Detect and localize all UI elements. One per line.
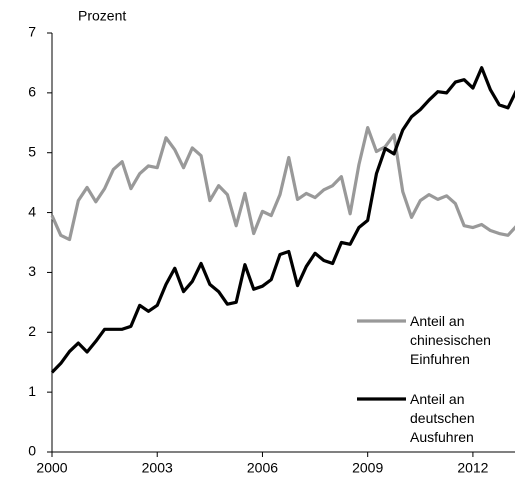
y-tick-label: 0 [28, 443, 36, 459]
series-line [50, 125, 515, 242]
x-tick-label: 2009 [352, 460, 383, 476]
x-tick-label: 2003 [142, 460, 173, 476]
y-tick-label: 2 [28, 323, 36, 339]
legend-label: Anteil an deutschen Ausfuhren [410, 391, 475, 445]
y-tick-label: 1 [28, 383, 36, 399]
y-axis-label: Prozent [78, 8, 126, 24]
y-tick-label: 5 [28, 143, 36, 159]
x-tick-label: 2012 [457, 460, 488, 476]
legend-label: Anteil an chinesischen Einfuhren [410, 313, 491, 367]
series-line [50, 66, 515, 374]
y-tick-label: 6 [28, 84, 36, 100]
y-tick-label: 3 [28, 263, 36, 279]
y-tick-label: 4 [28, 203, 36, 219]
y-tick-label: 7 [28, 24, 36, 40]
x-tick-label: 2000 [36, 460, 67, 476]
x-tick-label: 2006 [247, 460, 278, 476]
